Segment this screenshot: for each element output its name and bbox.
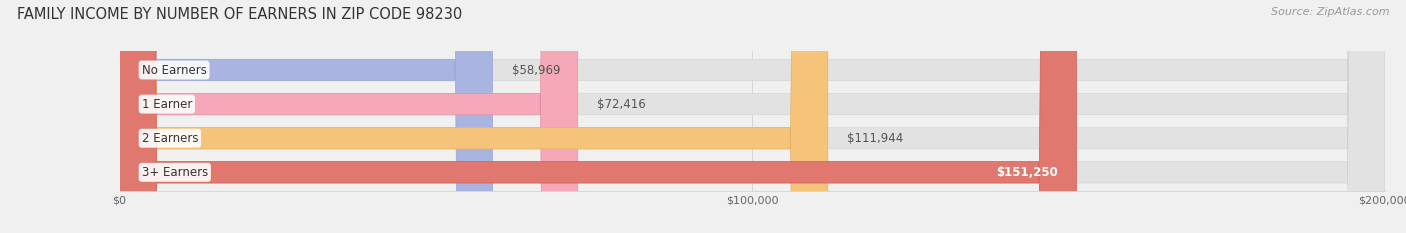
FancyBboxPatch shape — [120, 0, 1385, 233]
FancyBboxPatch shape — [120, 0, 1385, 233]
Text: Source: ZipAtlas.com: Source: ZipAtlas.com — [1271, 7, 1389, 17]
Text: $58,969: $58,969 — [512, 64, 560, 76]
Text: FAMILY INCOME BY NUMBER OF EARNERS IN ZIP CODE 98230: FAMILY INCOME BY NUMBER OF EARNERS IN ZI… — [17, 7, 463, 22]
FancyBboxPatch shape — [120, 0, 492, 233]
Text: $151,250: $151,250 — [995, 166, 1057, 179]
Text: $72,416: $72,416 — [596, 98, 645, 111]
Text: $111,944: $111,944 — [846, 132, 903, 145]
Text: 3+ Earners: 3+ Earners — [142, 166, 208, 179]
FancyBboxPatch shape — [120, 0, 828, 233]
Text: 2 Earners: 2 Earners — [142, 132, 198, 145]
FancyBboxPatch shape — [120, 0, 1385, 233]
FancyBboxPatch shape — [120, 0, 578, 233]
Text: 1 Earner: 1 Earner — [142, 98, 193, 111]
FancyBboxPatch shape — [120, 0, 1077, 233]
Text: No Earners: No Earners — [142, 64, 207, 76]
FancyBboxPatch shape — [120, 0, 1385, 233]
